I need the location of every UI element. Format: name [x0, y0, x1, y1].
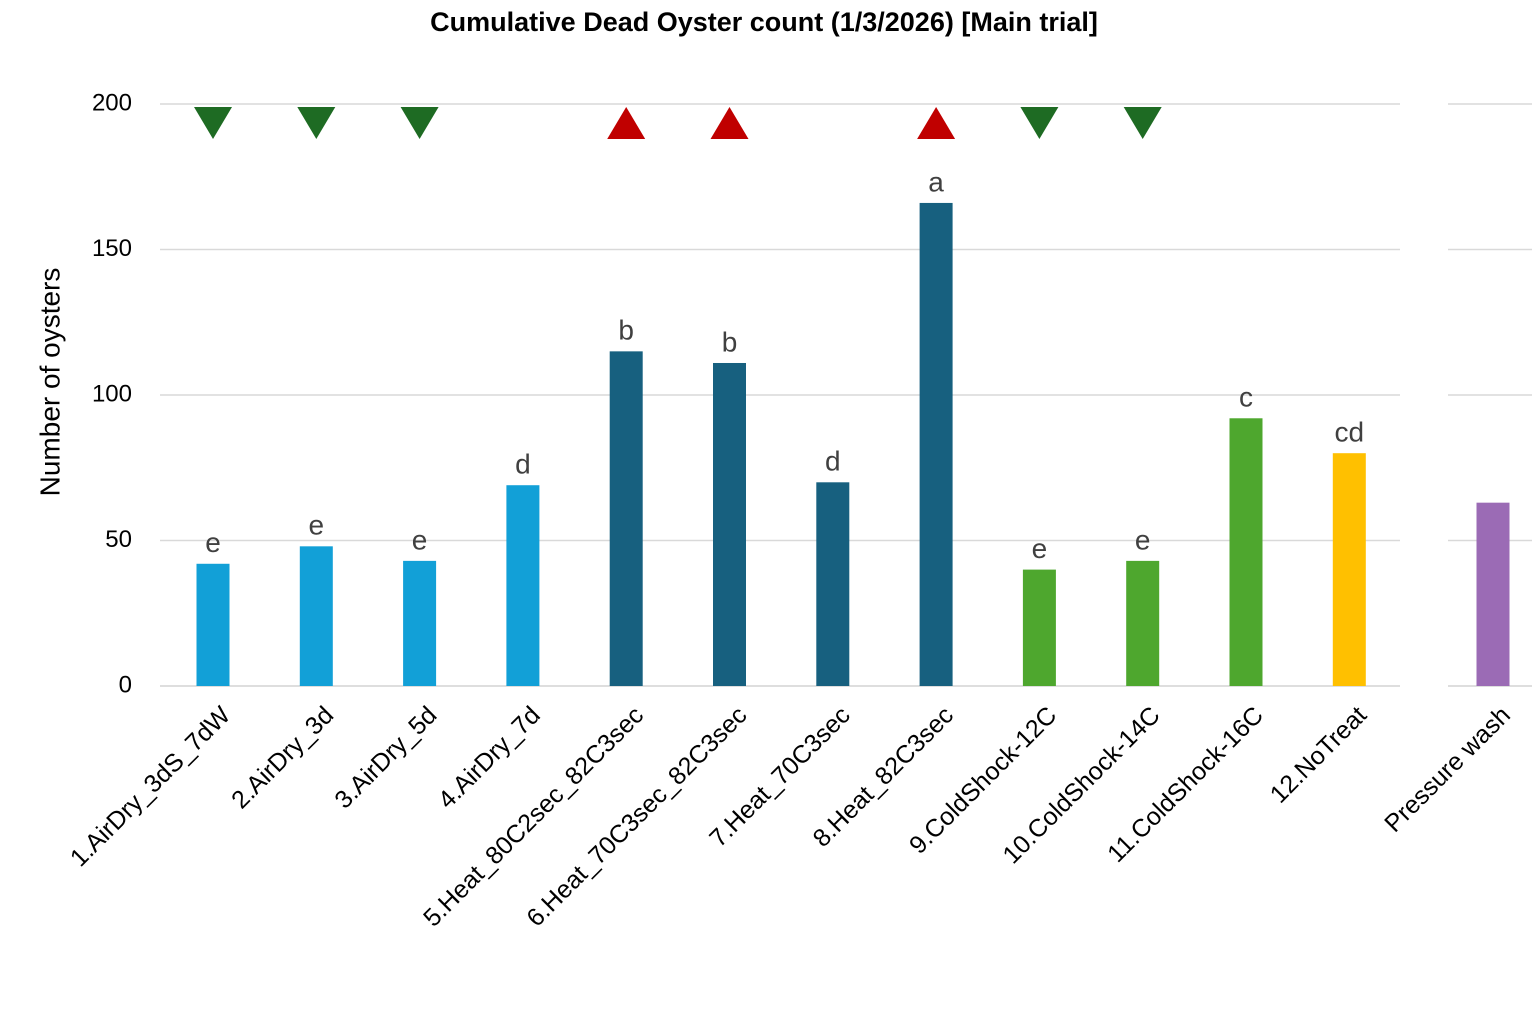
significance-letter: c — [1239, 382, 1253, 413]
x-tick-label: Pressure wash — [1379, 701, 1516, 838]
bar — [299, 546, 333, 686]
significance-letter: b — [618, 315, 634, 346]
y-axis-title: Number of oysters — [34, 268, 65, 497]
significance-letter: d — [515, 449, 531, 480]
trend-marker — [607, 107, 646, 139]
y-tick-label: 100 — [92, 380, 132, 407]
trend-marker — [917, 107, 956, 139]
bar — [816, 482, 850, 686]
trend-marker — [710, 107, 749, 139]
x-tick-label: 3.AirDry_5d — [329, 701, 442, 814]
trend-marker — [1123, 107, 1162, 139]
significance-letter: b — [722, 326, 738, 357]
bar — [1476, 502, 1510, 686]
bar — [609, 351, 643, 686]
significance-letter: e — [309, 510, 325, 541]
x-tick-label: 6.Heat_70C3sec_82C3sec — [521, 701, 752, 932]
chart-title: Cumulative Dead Oyster count (1/3/2026) … — [430, 7, 1098, 37]
x-tick-label: 1.AirDry_3dS_7dW — [65, 701, 236, 872]
significance-letter: a — [928, 166, 944, 197]
bar — [713, 362, 746, 686]
bar — [919, 202, 953, 686]
bar — [1229, 418, 1263, 686]
significance-letter: e — [1135, 524, 1151, 555]
significance-letter: cd — [1335, 417, 1365, 448]
y-tick-label: 0 — [119, 671, 132, 698]
significance-letter: e — [412, 524, 428, 555]
bar — [1022, 569, 1056, 686]
significance-letter: e — [205, 527, 221, 558]
trend-marker — [297, 107, 336, 139]
y-tick-label: 200 — [92, 89, 132, 116]
trend-marker — [194, 107, 232, 139]
bar — [1332, 453, 1366, 686]
y-tick-label: 50 — [105, 526, 132, 553]
bar — [403, 560, 437, 686]
trend-marker — [400, 107, 439, 139]
x-tick-label: 4.AirDry_7d — [433, 701, 546, 814]
y-tick-label: 150 — [92, 235, 132, 262]
significance-letter: d — [825, 446, 841, 477]
x-tick-label: 5.Heat_80C2sec_82C3sec — [418, 701, 649, 932]
bar — [1126, 560, 1160, 686]
bar — [506, 485, 540, 686]
bar — [196, 563, 230, 686]
x-tick-label: 12.NoTreat — [1265, 701, 1373, 809]
x-tick-label: 2.AirDry_3d — [226, 701, 339, 814]
significance-letter: e — [1032, 533, 1048, 564]
trend-marker — [1020, 107, 1059, 139]
